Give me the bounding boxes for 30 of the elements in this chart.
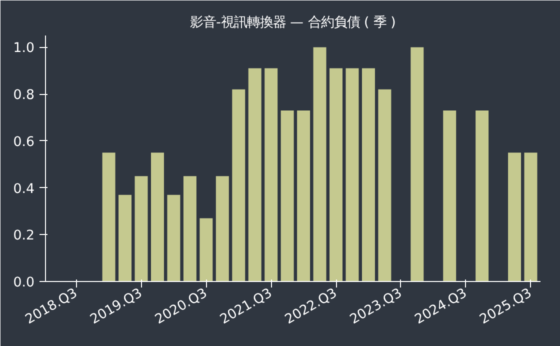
bar xyxy=(313,47,326,282)
y-tick-label: 0.4 xyxy=(13,182,35,197)
bar xyxy=(378,89,392,282)
bar xyxy=(200,218,213,282)
bar xyxy=(346,68,359,282)
bar xyxy=(280,110,294,282)
bar xyxy=(508,152,522,282)
y-tick-label: 0.6 xyxy=(13,134,35,150)
bar xyxy=(232,89,246,282)
bar xyxy=(443,110,456,282)
y-tick-label: 0.0 xyxy=(13,276,35,290)
chart-title: 影音-視訊轉換器 — 合約負債 ( 季 ) xyxy=(190,16,396,30)
bar xyxy=(476,110,489,282)
bar xyxy=(330,68,342,282)
bar xyxy=(524,152,538,282)
y-tick-label: 0.2 xyxy=(13,228,35,244)
bar xyxy=(118,194,132,282)
bar xyxy=(248,68,262,282)
y-tick-label: 0.8 xyxy=(13,88,35,104)
bar xyxy=(216,176,229,282)
bar xyxy=(297,110,310,282)
bar xyxy=(167,194,180,282)
bar xyxy=(150,152,164,282)
bar xyxy=(102,152,116,282)
bar xyxy=(134,176,148,282)
bar xyxy=(362,68,375,282)
y-tick-label: 1.0 xyxy=(13,41,35,56)
bar xyxy=(183,176,196,282)
bar xyxy=(264,68,278,282)
bar xyxy=(410,47,424,282)
